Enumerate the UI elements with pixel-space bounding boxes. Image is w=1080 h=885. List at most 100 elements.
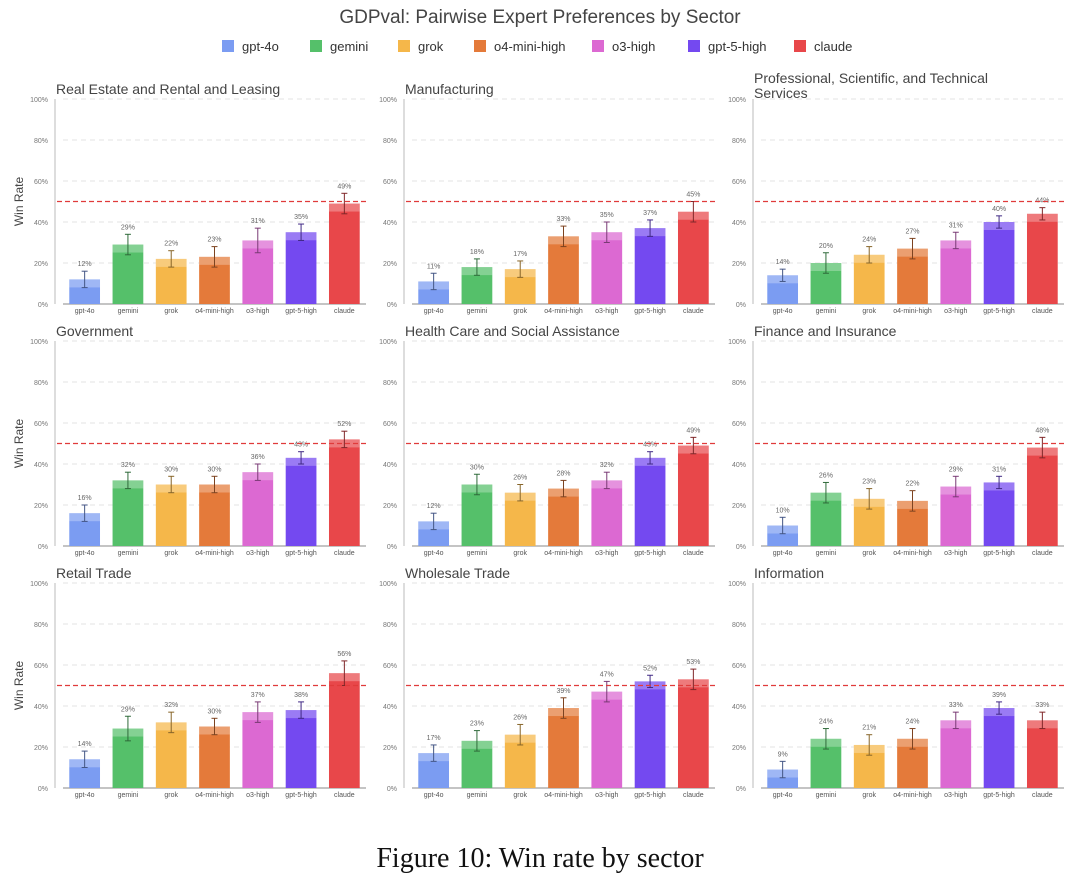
- panel-title-line: Information: [754, 565, 824, 581]
- value-label: 26%: [513, 475, 527, 482]
- x-tick-label: o3-high: [246, 792, 269, 799]
- y-tick-label: 0%: [38, 544, 48, 551]
- bar-o3-high: [940, 720, 972, 788]
- x-tick-label: claude: [334, 550, 355, 557]
- x-tick-label: gemini: [467, 792, 488, 799]
- value-label: 26%: [513, 714, 527, 721]
- panel-3: Professional, Scientific, and Technical S…: [728, 70, 1066, 315]
- panel-title-line: Health Care and Social Assistance: [405, 323, 620, 339]
- x-tick-label: o3-high: [944, 550, 967, 557]
- y-tick-label: 60%: [732, 663, 746, 670]
- x-tick-label: o4-mini-high: [195, 308, 234, 315]
- panel-title: Real Estate and Rental and Leasing: [56, 81, 280, 97]
- x-tick-label: grok: [164, 792, 178, 799]
- value-label: 37%: [251, 692, 265, 699]
- bar-gpt-5-high: [983, 482, 1015, 546]
- x-tick-label: gpt-5-high: [285, 308, 317, 315]
- value-label: 32%: [121, 462, 135, 469]
- x-tick-label: gpt-5-high: [634, 550, 666, 557]
- value-label: 44%: [1035, 198, 1049, 205]
- x-tick-label: gpt-4o: [424, 308, 444, 315]
- y-tick-label: 20%: [34, 745, 48, 752]
- value-label: 23%: [862, 479, 876, 486]
- y-tick-label: 80%: [383, 138, 397, 145]
- y-tick-label: 80%: [732, 380, 746, 387]
- x-tick-label: gemini: [816, 308, 837, 315]
- x-tick-label: o4-mini-high: [893, 308, 932, 315]
- y-tick-label: 40%: [732, 704, 746, 711]
- panel-6: Finance and Insurance 0% 20% 40% 60% 80% 100% 1…: [728, 323, 1066, 557]
- bar-claude: [677, 211, 709, 304]
- legend-label-gpt-4o: gpt-4o: [242, 39, 279, 54]
- value-label: 43%: [294, 442, 308, 449]
- value-label: 31%: [949, 222, 963, 229]
- value-label: 39%: [992, 692, 1006, 699]
- x-tick-label: grok: [862, 308, 876, 315]
- chart-legend: gpt-4o gemini grok o4-mini-high o3-high gpt-5…: [222, 39, 852, 54]
- bar-o3-high: [940, 240, 972, 304]
- y-tick-label: 100%: [30, 97, 48, 104]
- value-label: 32%: [164, 702, 178, 709]
- value-label: 52%: [337, 421, 351, 428]
- x-tick-label: claude: [683, 550, 704, 557]
- bar-o3-high: [591, 691, 623, 788]
- legend-swatch-claude: [794, 40, 806, 52]
- x-tick-label: gemini: [816, 792, 837, 799]
- value-label: 14%: [78, 741, 92, 748]
- x-tick-label: grok: [513, 308, 527, 315]
- value-label: 10%: [776, 507, 790, 514]
- value-label: 22%: [164, 241, 178, 248]
- y-tick-label: 60%: [732, 179, 746, 186]
- chart-title: GDPval: Pairwise Expert Preferences by S…: [339, 7, 741, 28]
- bar-gpt-5-high: [634, 457, 666, 546]
- value-label: 33%: [1035, 702, 1049, 709]
- x-tick-label: gemini: [118, 550, 139, 557]
- y-tick-label: 60%: [732, 421, 746, 428]
- value-label: 32%: [600, 462, 614, 469]
- value-label: 29%: [121, 706, 135, 713]
- x-tick-label: o4-mini-high: [893, 792, 932, 799]
- value-label: 17%: [427, 735, 441, 742]
- panel-title-line: Government: [56, 323, 133, 339]
- x-tick-label: grok: [164, 550, 178, 557]
- y-tick-label: 40%: [34, 704, 48, 711]
- panel-title: Health Care and Social Assistance: [405, 323, 620, 339]
- value-label: 48%: [1035, 427, 1049, 434]
- x-tick-label: o4-mini-high: [195, 550, 234, 557]
- x-tick-label: o3-high: [246, 308, 269, 315]
- x-tick-label: gpt-5-high: [983, 792, 1015, 799]
- x-tick-label: gemini: [816, 550, 837, 557]
- value-label: 33%: [556, 216, 570, 223]
- x-tick-label: o4-mini-high: [544, 550, 583, 557]
- bar-claude: [1026, 720, 1058, 788]
- x-tick-label: o3-high: [595, 308, 618, 315]
- y-tick-label: 20%: [383, 261, 397, 268]
- value-label: 30%: [207, 708, 221, 715]
- y-tick-label: 0%: [387, 786, 397, 793]
- bar-claude: [677, 679, 709, 788]
- value-label: 26%: [819, 472, 833, 479]
- x-tick-label: claude: [683, 308, 704, 315]
- y-tick-label: 20%: [732, 745, 746, 752]
- value-label: 30%: [164, 466, 178, 473]
- y-tick-label: 20%: [383, 503, 397, 510]
- value-label: 35%: [600, 212, 614, 219]
- value-label: 21%: [862, 725, 876, 732]
- value-label: 43%: [643, 442, 657, 449]
- x-tick-label: grok: [164, 308, 178, 315]
- x-tick-label: claude: [683, 792, 704, 799]
- bar-grok: [504, 492, 536, 546]
- bar-gpt-4o: [767, 769, 799, 788]
- x-tick-label: gpt-5-high: [634, 792, 666, 799]
- y-tick-label: 80%: [732, 138, 746, 145]
- y-tick-label: 100%: [30, 581, 48, 588]
- bar-o4-mini-high: [199, 726, 230, 788]
- x-tick-label: gpt-5-high: [285, 550, 317, 557]
- y-tick-label: 0%: [736, 786, 746, 793]
- panel-title: Manufacturing: [405, 81, 494, 97]
- panel-title-line: Professional, Scientific, and Technical: [754, 70, 988, 86]
- y-tick-label: 40%: [383, 462, 397, 469]
- value-label: 9%: [778, 751, 788, 758]
- y-tick-label: 0%: [736, 302, 746, 309]
- value-label: 56%: [337, 651, 351, 658]
